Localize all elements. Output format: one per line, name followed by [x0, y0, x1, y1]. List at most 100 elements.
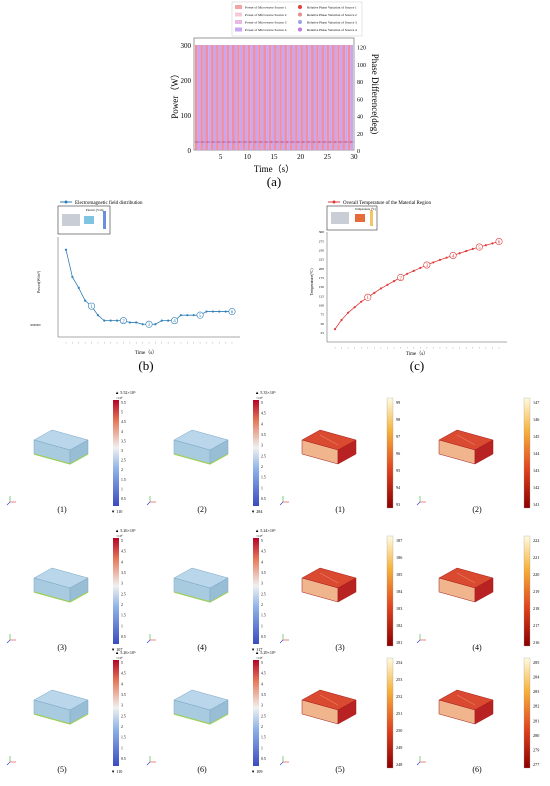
chart-a-ytick-right: 20 — [357, 132, 363, 138]
field-colorbar-tick: 1.5 — [261, 476, 266, 480]
chart-b-point — [103, 319, 106, 322]
temp-colorbar — [386, 657, 394, 769]
temp-panel-label: (6) — [472, 765, 482, 774]
chart-c-point — [438, 258, 442, 261]
temp-colorbar-tick: 282 — [533, 704, 539, 709]
temp-panel-axis-z — [416, 761, 421, 766]
chart-a-ytick-right: 0 — [357, 149, 360, 155]
chart-c-ytick: 100 — [319, 304, 325, 308]
chart-b-marker-label: 2 — [122, 319, 125, 324]
temp-colorbar-tick: 216 — [533, 640, 539, 645]
temp-colorbar-tick: 97 — [396, 434, 400, 439]
temp-colorbar-tick: 93 — [396, 502, 400, 507]
temp-panel-axis-z — [279, 501, 284, 506]
chart-a-bar — [229, 45, 232, 150]
chart-a-phase-point — [206, 140, 209, 144]
field-colorbar-tick: 4 — [121, 430, 123, 434]
chart-a-xtick: 10 — [244, 153, 252, 161]
chart-c-legend-marker — [332, 200, 336, 204]
chart-c-marker-label: 6 — [498, 240, 501, 245]
chart-a-phase-point — [291, 140, 294, 144]
chart-a-panel-label: (a) — [267, 174, 281, 189]
chart-a-bar — [218, 45, 222, 150]
chart-a-left-ticks: 0 100 200 300 — [181, 42, 192, 155]
chart-b-point — [109, 319, 112, 322]
chart-a-legend-swatch — [235, 20, 242, 24]
field-panel-axis-z — [6, 761, 11, 766]
chart-c-point — [412, 269, 415, 272]
chart-c-marker — [495, 238, 503, 246]
chart-c-marker-label: 1 — [367, 296, 370, 301]
chart-a-xlabel: Time（s） — [254, 164, 294, 174]
chart-c-marker — [397, 273, 405, 281]
temp-colorbar-tick: 217 — [533, 623, 539, 628]
chart-a-legend-entry: Power of Microwave Source 3 — [245, 21, 287, 25]
field-panel-cube-edge — [33, 713, 89, 725]
chart-c-point — [419, 266, 422, 270]
chart-b-legend-marker — [64, 200, 68, 204]
chart-a-bar — [274, 45, 277, 150]
field-colorbar-tick: 5.5 — [121, 401, 126, 405]
temp-panel-cube-right — [474, 577, 494, 603]
chart-c-y-ticks: 300 275 250 225 200 175 150 125 100 75 50 25 — [319, 230, 325, 335]
chart-a-phase-point — [344, 140, 347, 144]
chart-a-bar — [208, 45, 211, 150]
field-panel-axis-z — [6, 639, 11, 644]
field-colorbar-tick: 1 — [261, 486, 263, 490]
chart-c-inset-device — [331, 212, 349, 224]
chart-c-ytick: 300 — [319, 230, 325, 234]
chart-b-point — [218, 310, 221, 313]
chart-a-bars — [195, 45, 353, 150]
temp-panel-cube-divider — [319, 572, 339, 584]
field-colorbar-tick: 4.5 — [121, 672, 126, 676]
chart-c-xlabel: Time（s） — [406, 351, 428, 357]
field-colorbar-exp: ×10⁶ — [116, 396, 123, 400]
chart-c: Overall Temperature of the Material Regi… — [309, 200, 507, 373]
chart-a-bar — [210, 45, 214, 150]
chart-a-bar — [234, 45, 238, 150]
chart-b-point — [179, 314, 183, 317]
temp-colorbar-tick: 96 — [396, 451, 400, 456]
chart-a-bar — [279, 45, 282, 150]
field-colorbar-tick: 4 — [121, 682, 123, 686]
temp-panel-label: (1) — [335, 505, 345, 514]
chart-c-marker-label: 5 — [478, 246, 481, 251]
chart-c-series: 1 2 3 4 5 6 — [333, 238, 503, 349]
temp-colorbar-tick: 144 — [533, 451, 540, 456]
temp-colorbar-tick: 277 — [533, 762, 539, 767]
field-colorbar-max: ▲ 5.29×10⁶ — [255, 650, 276, 655]
chart-c-marker-label: 4 — [452, 254, 455, 259]
chart-b-panel-label: (b) — [138, 358, 153, 373]
chart-b-point — [160, 319, 163, 322]
chart-a-legend-swatch — [298, 5, 302, 9]
field-colorbar-max: ▲ 5.52×10⁶ — [115, 390, 136, 395]
field-colorbar-tick: 2 — [121, 725, 123, 729]
chart-a-legend-entry: Power of Microwave Source 4 — [245, 28, 287, 32]
temp-colorbar-tick: 182 — [396, 623, 402, 628]
field-colorbar-tick: 1.5 — [261, 736, 266, 740]
chart-a-legend-entry: Power of Microwave Source 1 — [245, 6, 287, 10]
temp-colorbar-tick: 220 — [533, 572, 539, 577]
field-colorbar — [113, 538, 119, 644]
field-colorbar-tick: 1 — [121, 487, 123, 491]
chart-a-bar — [252, 45, 256, 150]
field-colorbar-tick: 4.5 — [261, 672, 266, 676]
chart-a-phase-point — [349, 140, 353, 144]
chart-a-bar — [324, 45, 327, 150]
chart-b-point — [115, 319, 119, 322]
field-colorbar-tick: 4.5 — [261, 550, 266, 554]
chart-a-legend-swatch — [235, 27, 242, 32]
temp-panel: (4) 222 221 220 219 218 217 216 — [416, 535, 539, 652]
chart-a-bar — [302, 45, 306, 150]
chart-a-ytick-right: 120 — [357, 46, 366, 52]
field-colorbar-tick: 5 — [261, 401, 263, 405]
chart-a-ytick-right: 60 — [357, 97, 363, 103]
temp-panel-cube-divider — [456, 694, 476, 706]
temp-colorbar-tick: 142 — [533, 485, 539, 490]
chart-c-inset-title: Temperature (°C) — [355, 207, 376, 211]
temp-panel-axis-z — [416, 639, 421, 644]
chart-a-bar — [321, 45, 325, 150]
chart-a-bar — [345, 45, 348, 150]
